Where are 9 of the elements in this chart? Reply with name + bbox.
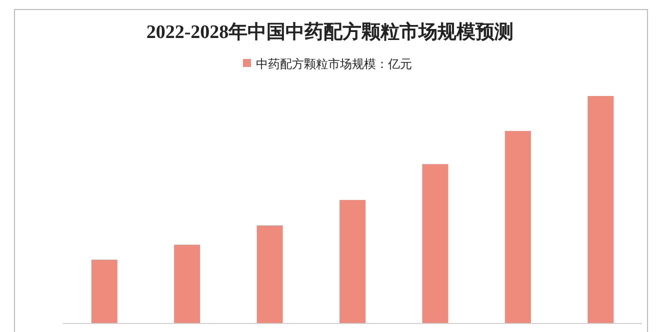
bar [504, 130, 531, 323]
bar [588, 96, 614, 323]
bar [91, 260, 118, 323]
bar [256, 225, 283, 323]
bar [422, 164, 448, 323]
bar [340, 200, 366, 323]
chart-title: 2022-2028年中国中药配方颗粒市场规模预测 [146, 21, 514, 43]
bar [174, 244, 200, 323]
legend: 中药配方颗粒市场规模：亿元 [243, 57, 412, 71]
